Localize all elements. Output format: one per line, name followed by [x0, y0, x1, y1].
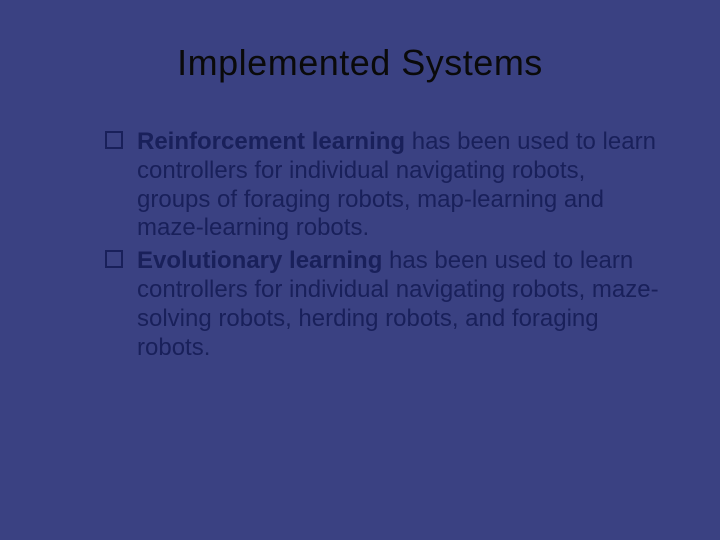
bullet-lead: Evolutionary learning: [137, 247, 382, 274]
slide-title: Implemented Systems: [0, 42, 720, 84]
checkbox-icon: [105, 131, 123, 149]
slide: Implemented Systems Reinforcement learni…: [0, 0, 720, 540]
bullet-lead: Reinforcement learning: [137, 128, 405, 155]
list-item: Evolutionary learning has been used to l…: [105, 247, 660, 362]
checkbox-icon: [105, 250, 123, 268]
list-item: Reinforcement learning has been used to …: [105, 128, 660, 243]
slide-content: Reinforcement learning has been used to …: [105, 128, 660, 366]
